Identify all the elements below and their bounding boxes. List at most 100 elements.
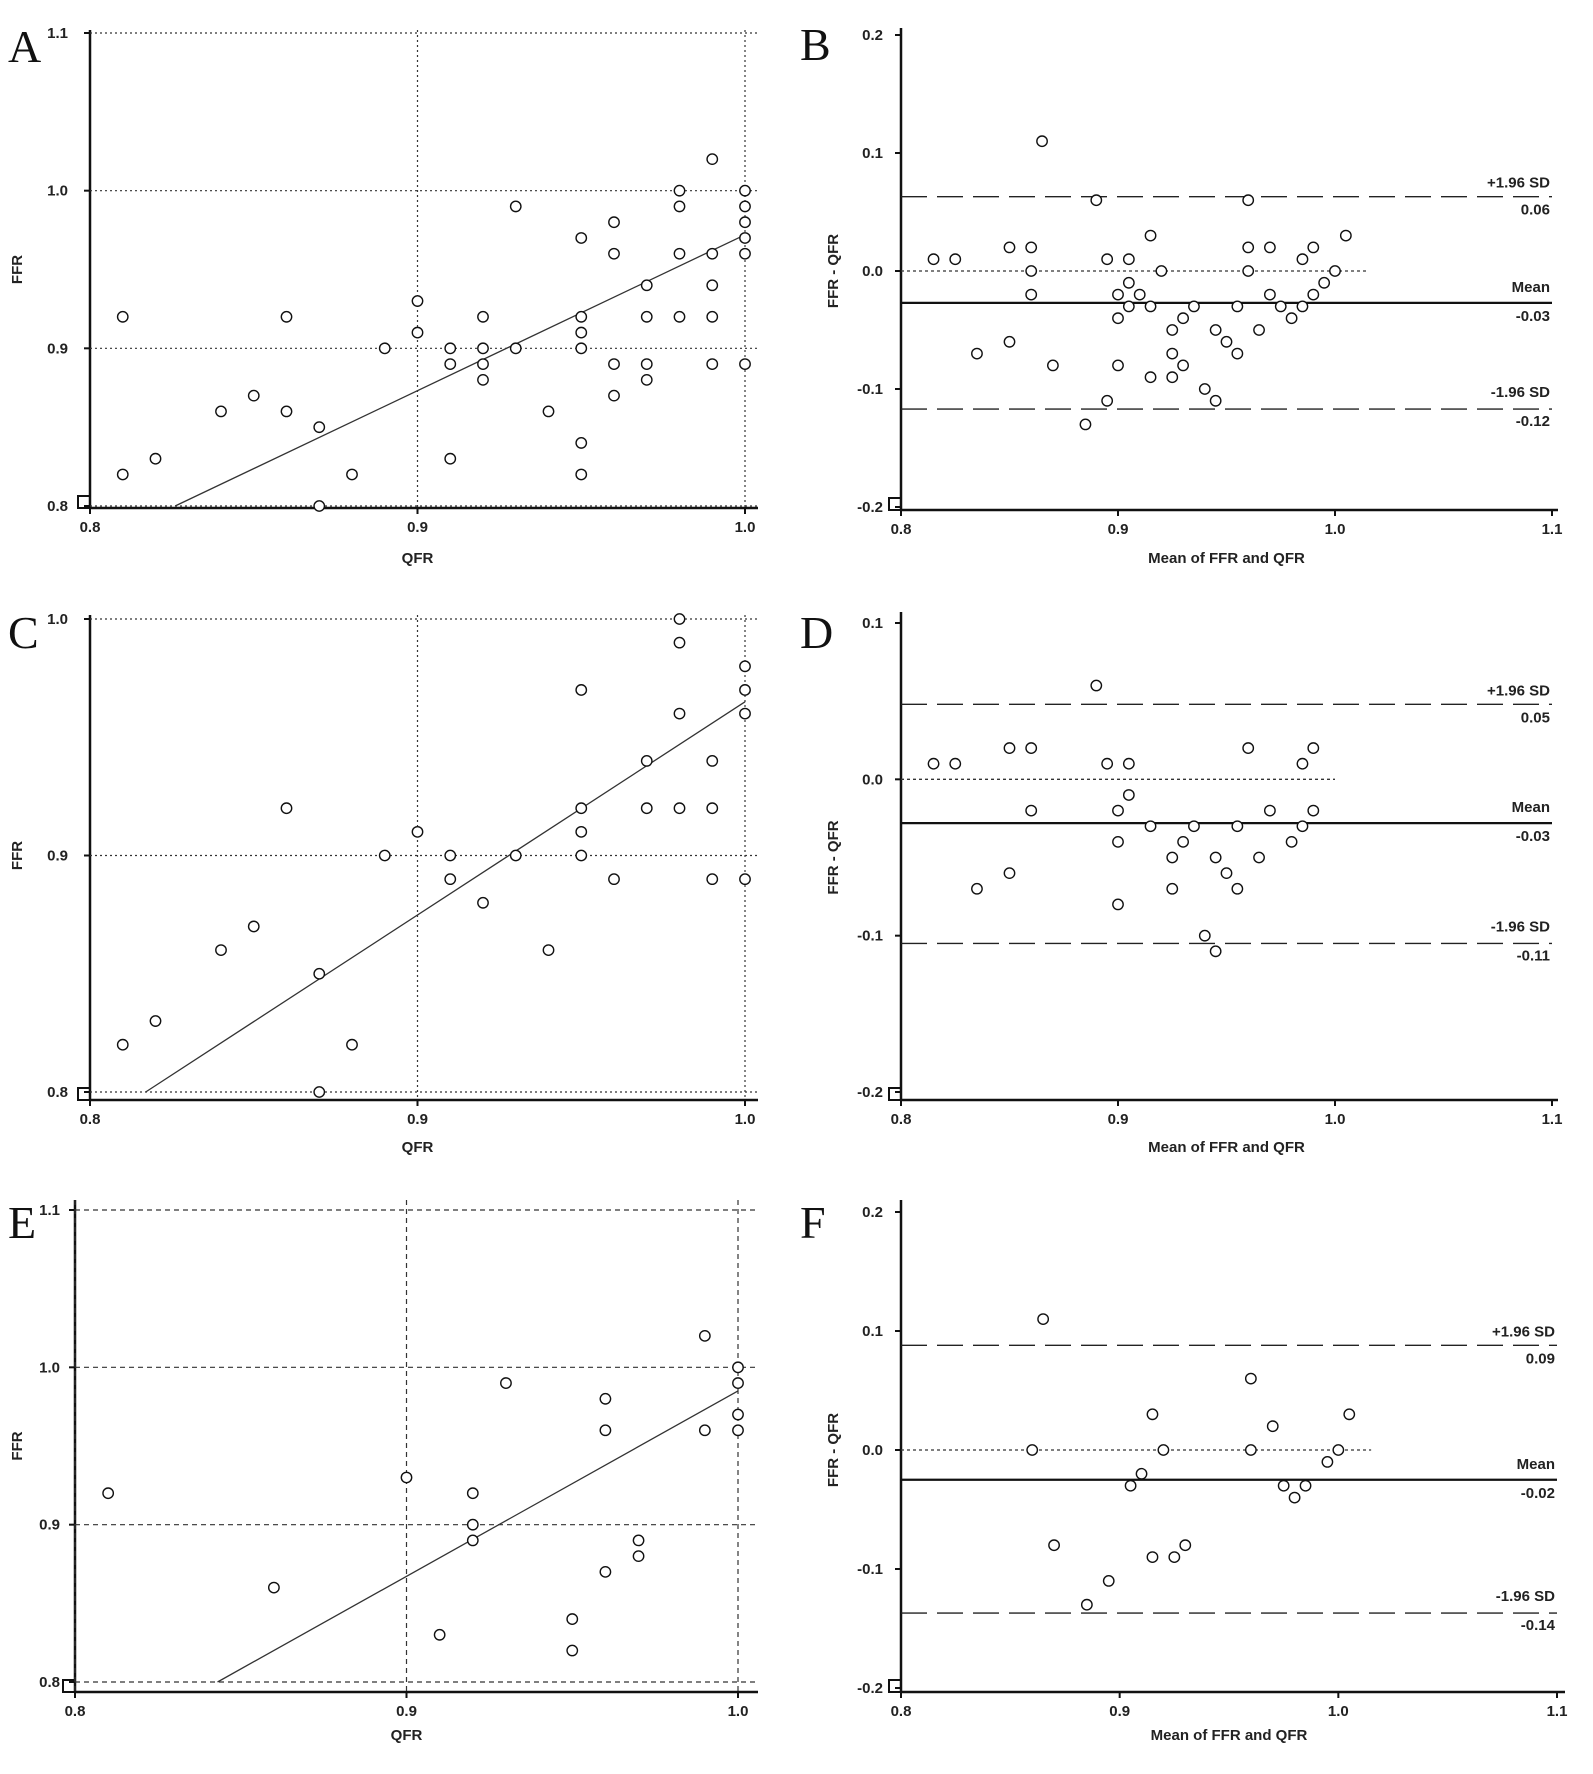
data-point — [608, 358, 620, 370]
data-point — [1307, 241, 1320, 254]
y-axis-label: FFR — [9, 841, 26, 870]
data-point — [927, 253, 940, 266]
data-point — [1198, 929, 1211, 942]
data-point — [1318, 276, 1331, 289]
panel-letter: A — [8, 21, 41, 72]
x-tick-label: 0.9 — [1108, 1111, 1129, 1128]
data-point — [1025, 288, 1038, 301]
data-point — [971, 882, 983, 895]
data-point — [346, 1038, 358, 1051]
data-point — [1101, 253, 1114, 266]
data-point — [1299, 1479, 1312, 1492]
data-point — [575, 310, 588, 323]
x-tick-label: 1.0 — [1328, 1703, 1349, 1720]
data-point — [1025, 265, 1038, 277]
y-axis-label: FFR — [9, 255, 26, 284]
chart-panel-c: C 0.8 0.9 1.0 0.8 0.9 1.0 QFR FFR — [8, 607, 758, 1156]
y-tick-label: 0.8 — [47, 498, 68, 515]
y-tick-label: 1.1 — [47, 25, 68, 42]
data-point — [1209, 324, 1222, 336]
data-point — [575, 849, 588, 862]
data-point — [1090, 194, 1103, 207]
data-point — [1220, 867, 1233, 880]
data-point — [640, 802, 653, 815]
axis-corner-box — [888, 1679, 902, 1693]
data-point — [1329, 265, 1341, 277]
data-point — [313, 1086, 326, 1098]
data-point — [575, 825, 588, 838]
data-point — [706, 755, 719, 767]
data-point — [673, 613, 686, 625]
data-point — [927, 757, 940, 770]
data-point — [1198, 383, 1211, 395]
data-point — [1122, 789, 1135, 801]
x-tick-label: 1.1 — [1542, 1111, 1563, 1128]
x-tick-label: 0.8 — [891, 1111, 912, 1128]
data-point — [732, 1424, 744, 1437]
y-tick-label: -0.2 — [857, 1084, 883, 1101]
data-point — [411, 295, 424, 307]
data-point — [673, 184, 686, 197]
data-point — [1209, 394, 1222, 407]
data-point — [1026, 1444, 1039, 1456]
panel-letter: F — [800, 1197, 826, 1248]
y-tick-label: -0.1 — [857, 928, 883, 945]
data-point — [1168, 1551, 1181, 1564]
data-point — [739, 247, 751, 260]
x-tick-label: 1.0 — [1325, 521, 1346, 538]
y-tick-label: 0.9 — [47, 340, 68, 357]
data-point — [1003, 867, 1016, 880]
data-point — [706, 247, 719, 260]
data-point — [575, 342, 588, 355]
data-point — [477, 358, 489, 370]
data-point — [673, 247, 686, 260]
data-point — [698, 1329, 711, 1342]
regression-line — [174, 234, 746, 507]
data-point — [444, 873, 457, 886]
data-point — [575, 802, 588, 815]
data-point — [116, 310, 129, 323]
data-point — [1166, 882, 1179, 895]
data-point — [599, 1424, 612, 1437]
data-point — [1274, 300, 1287, 313]
data-point — [313, 500, 326, 512]
data-point — [1166, 347, 1179, 360]
data-point — [1112, 359, 1124, 372]
data-point — [1146, 1408, 1159, 1421]
upper-loa-label: +1.96 SD — [1487, 175, 1550, 192]
data-point — [1102, 1575, 1115, 1587]
data-point — [280, 802, 293, 815]
data-point — [1003, 241, 1016, 254]
data-point — [1122, 276, 1135, 289]
data-point — [1264, 241, 1276, 254]
data-point — [116, 1038, 129, 1051]
x-tick-label: 1.1 — [1547, 1703, 1568, 1720]
data-point — [1112, 312, 1124, 325]
data-point — [542, 405, 555, 418]
axis-corner-box — [77, 1087, 91, 1101]
data-point — [1321, 1456, 1334, 1468]
chart-panel-a: A 0.8 0.9 1.0 1.1 0.8 0.9 1.0 QFR FFR — [8, 21, 758, 567]
data-point — [466, 1487, 479, 1500]
data-point — [632, 1550, 645, 1563]
data-point — [313, 421, 326, 434]
x-axis-label: QFR — [402, 550, 434, 567]
data-point — [509, 200, 522, 213]
data-point — [739, 200, 751, 213]
data-point — [1101, 757, 1114, 770]
data-point — [215, 405, 227, 418]
data-point — [1343, 1408, 1356, 1421]
data-point — [444, 452, 457, 465]
x-tick-label: 1.0 — [735, 519, 756, 536]
data-point — [1101, 394, 1114, 407]
data-point — [1036, 135, 1048, 148]
y-tick-label: -0.1 — [857, 381, 883, 398]
y-axis-label: FFR — [9, 1431, 26, 1460]
data-point — [1264, 804, 1276, 817]
data-point — [433, 1628, 446, 1641]
data-point — [1288, 1491, 1301, 1504]
data-point — [1124, 1479, 1137, 1492]
data-point — [1080, 1598, 1093, 1611]
data-point — [739, 660, 751, 673]
